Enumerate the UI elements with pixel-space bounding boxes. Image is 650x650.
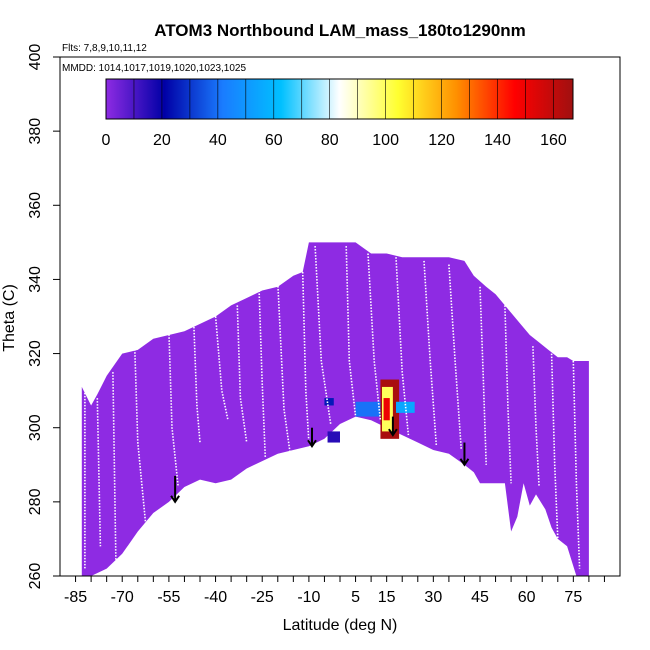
colorbar-tick-label: 80	[321, 132, 339, 149]
flight-track	[367, 253, 382, 421]
flight-track	[448, 264, 463, 451]
x-tick-label: 15	[378, 589, 396, 606]
x-tick-label: -70	[111, 589, 134, 606]
x-tick-label: 75	[564, 589, 582, 606]
data-region	[81, 242, 589, 576]
y-tick-label: 280	[27, 488, 44, 515]
x-tick-label: -85	[64, 589, 87, 606]
y-tick-label: 340	[27, 266, 44, 293]
flight-track-layer	[84, 246, 581, 569]
flight-track	[277, 283, 291, 454]
flight-track	[133, 346, 148, 539]
y-tick-label: 400	[27, 44, 44, 71]
x-tick-label: -55	[157, 589, 180, 606]
flight-track	[532, 346, 540, 488]
arrow-head	[388, 428, 398, 437]
x-tick-label: 45	[471, 589, 489, 606]
x-tick-label: 60	[518, 589, 536, 606]
x-tick-label: -25	[251, 589, 274, 606]
colorbar-tick-label: 140	[484, 132, 511, 149]
flight-track	[258, 290, 267, 458]
flight-track	[479, 286, 487, 465]
arrow-layer	[170, 416, 470, 504]
flight-track	[395, 257, 410, 436]
arrow-marker	[307, 427, 317, 449]
colorbar-tick-label: 60	[265, 132, 283, 149]
arrow-head	[459, 458, 470, 467]
colorbar-dividers	[133, 79, 554, 119]
arrow-marker	[388, 416, 398, 437]
x-axis: -85 -70 -55 -40 -25 -10 5 15 30 45 60 75	[64, 576, 605, 606]
x-tick-label: -10	[297, 589, 320, 606]
hotspot-cell	[355, 401, 381, 417]
arrow-head	[307, 439, 317, 449]
y-tick-label: 380	[27, 118, 44, 145]
flight-track	[345, 246, 357, 417]
y-tick-label: 300	[27, 414, 44, 441]
flight-track	[168, 331, 179, 488]
hotspot-cell	[327, 431, 340, 443]
y-tick-label: 260	[27, 563, 44, 590]
colorbar-tick-label: 40	[209, 132, 227, 149]
flight-track	[301, 271, 310, 443]
flight-track	[314, 246, 332, 425]
flight-track	[236, 305, 248, 443]
x-tick-label: 30	[424, 589, 442, 606]
plot-area	[81, 242, 589, 576]
flight-track	[504, 305, 512, 484]
flights-label: Flts: 7,8,9,10,11,12	[62, 43, 147, 54]
x-tick-label: 5	[351, 589, 360, 606]
y-tick-label: 320	[27, 340, 44, 367]
arrow-head	[170, 495, 180, 504]
x-axis-label: Latitude (deg N)	[283, 617, 398, 634]
flight-track	[214, 316, 229, 421]
colorbar-tick-label: 100	[372, 132, 399, 149]
colorbar-tick-label: 120	[428, 132, 455, 149]
x-tick-label: -40	[204, 589, 227, 606]
hotspot-cell	[383, 398, 390, 421]
colorbar-ticks: 0 20 40 60 80 100 120 140 160	[102, 132, 567, 149]
dates-label: MMDD: 1014,1017,1019,1020,1023,1025	[62, 63, 246, 74]
flight-track	[423, 260, 438, 447]
flight-track	[550, 353, 559, 539]
colorbar-bar	[105, 78, 574, 120]
y-tick-label: 360	[27, 192, 44, 219]
colorbar-tick-label: 160	[540, 132, 567, 149]
flight-track	[193, 323, 201, 443]
y-axis-label: Theta (C)	[1, 284, 18, 352]
colorbar: 0 20 40 60 80 100 120 140 160	[102, 78, 574, 149]
arrow-marker	[459, 442, 470, 467]
y-axis: 260 280 300 320 340 360 380 400	[27, 44, 60, 590]
colorbar-tick-label: 0	[102, 132, 111, 149]
hotspot-cell	[324, 398, 334, 406]
chart-title: ATOM3 Northbound LAM_mass_180to1290nm	[154, 21, 526, 40]
arrow-marker	[170, 475, 180, 504]
flight-track	[96, 398, 102, 547]
colorbar-tick-label: 20	[153, 132, 171, 149]
